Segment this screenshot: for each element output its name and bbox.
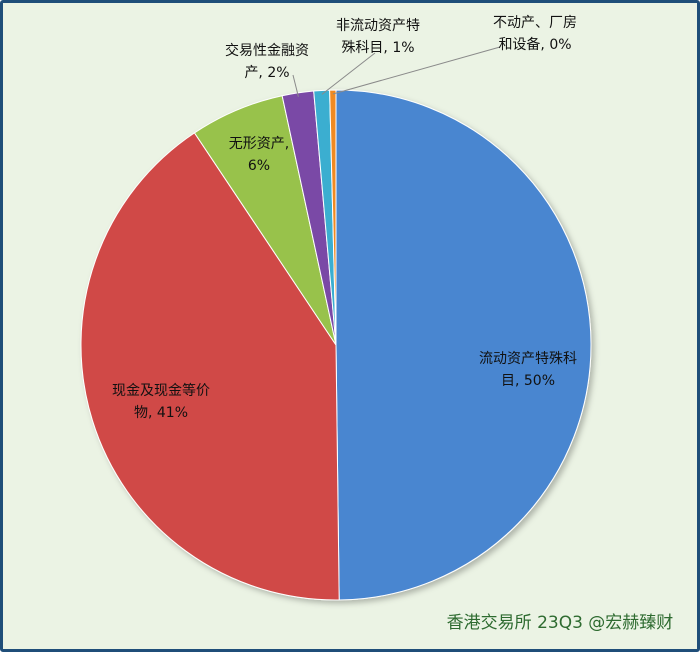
leader-line xyxy=(292,74,299,97)
pie-slices xyxy=(80,89,592,601)
leader-lines xyxy=(292,46,501,97)
pie-slice xyxy=(329,89,337,346)
slice-label-line: 物, 41% xyxy=(134,405,188,421)
slice-label-line: 和设备, 0% xyxy=(498,36,571,53)
slice-label: 非流动资产特殊科目, 1% xyxy=(336,18,420,56)
slice-label-line: 无形资产, xyxy=(229,136,289,152)
pie-chart: 流动资产特殊科目, 50% 现金及现金等价物, 41% 无形资产, 6% 交易性金融资产… xyxy=(80,15,674,633)
leader-line xyxy=(332,46,501,95)
slice-label-line: 产, 2% xyxy=(244,65,289,81)
source-note: 香港交易所 23Q3 @宏赫臻财 xyxy=(447,613,674,633)
slice-label-line: 目, 50% xyxy=(501,373,555,389)
slice-label-line: 不动产、厂房 xyxy=(493,15,577,31)
slice-label: 不动产、厂房和设备, 0% xyxy=(493,15,577,53)
pie-slice xyxy=(335,89,592,601)
slice-label-line: 流动资产特殊科 xyxy=(479,351,577,367)
slice-label: 无形资产, 6% xyxy=(229,136,289,174)
slice-label: 流动资产特殊科目, 50% xyxy=(479,351,577,389)
slice-label-line: 殊科目, 1% xyxy=(341,40,414,56)
leader-line xyxy=(321,52,376,95)
slice-label-line: 交易性金融资 xyxy=(225,42,309,59)
slice-label-line: 6% xyxy=(248,158,270,174)
slice-labels: 流动资产特殊科目, 50% 现金及现金等价物, 41% 无形资产, 6% 交易性金融资产… xyxy=(112,15,577,421)
slice-label: 交易性金融资产, 2% xyxy=(225,42,309,81)
slice-label-line: 非流动资产特 xyxy=(336,18,420,34)
slice-label-line: 现金及现金等价 xyxy=(112,382,210,399)
slice-label: 现金及现金等价物, 41% xyxy=(112,382,210,421)
pie-slice xyxy=(80,132,340,601)
